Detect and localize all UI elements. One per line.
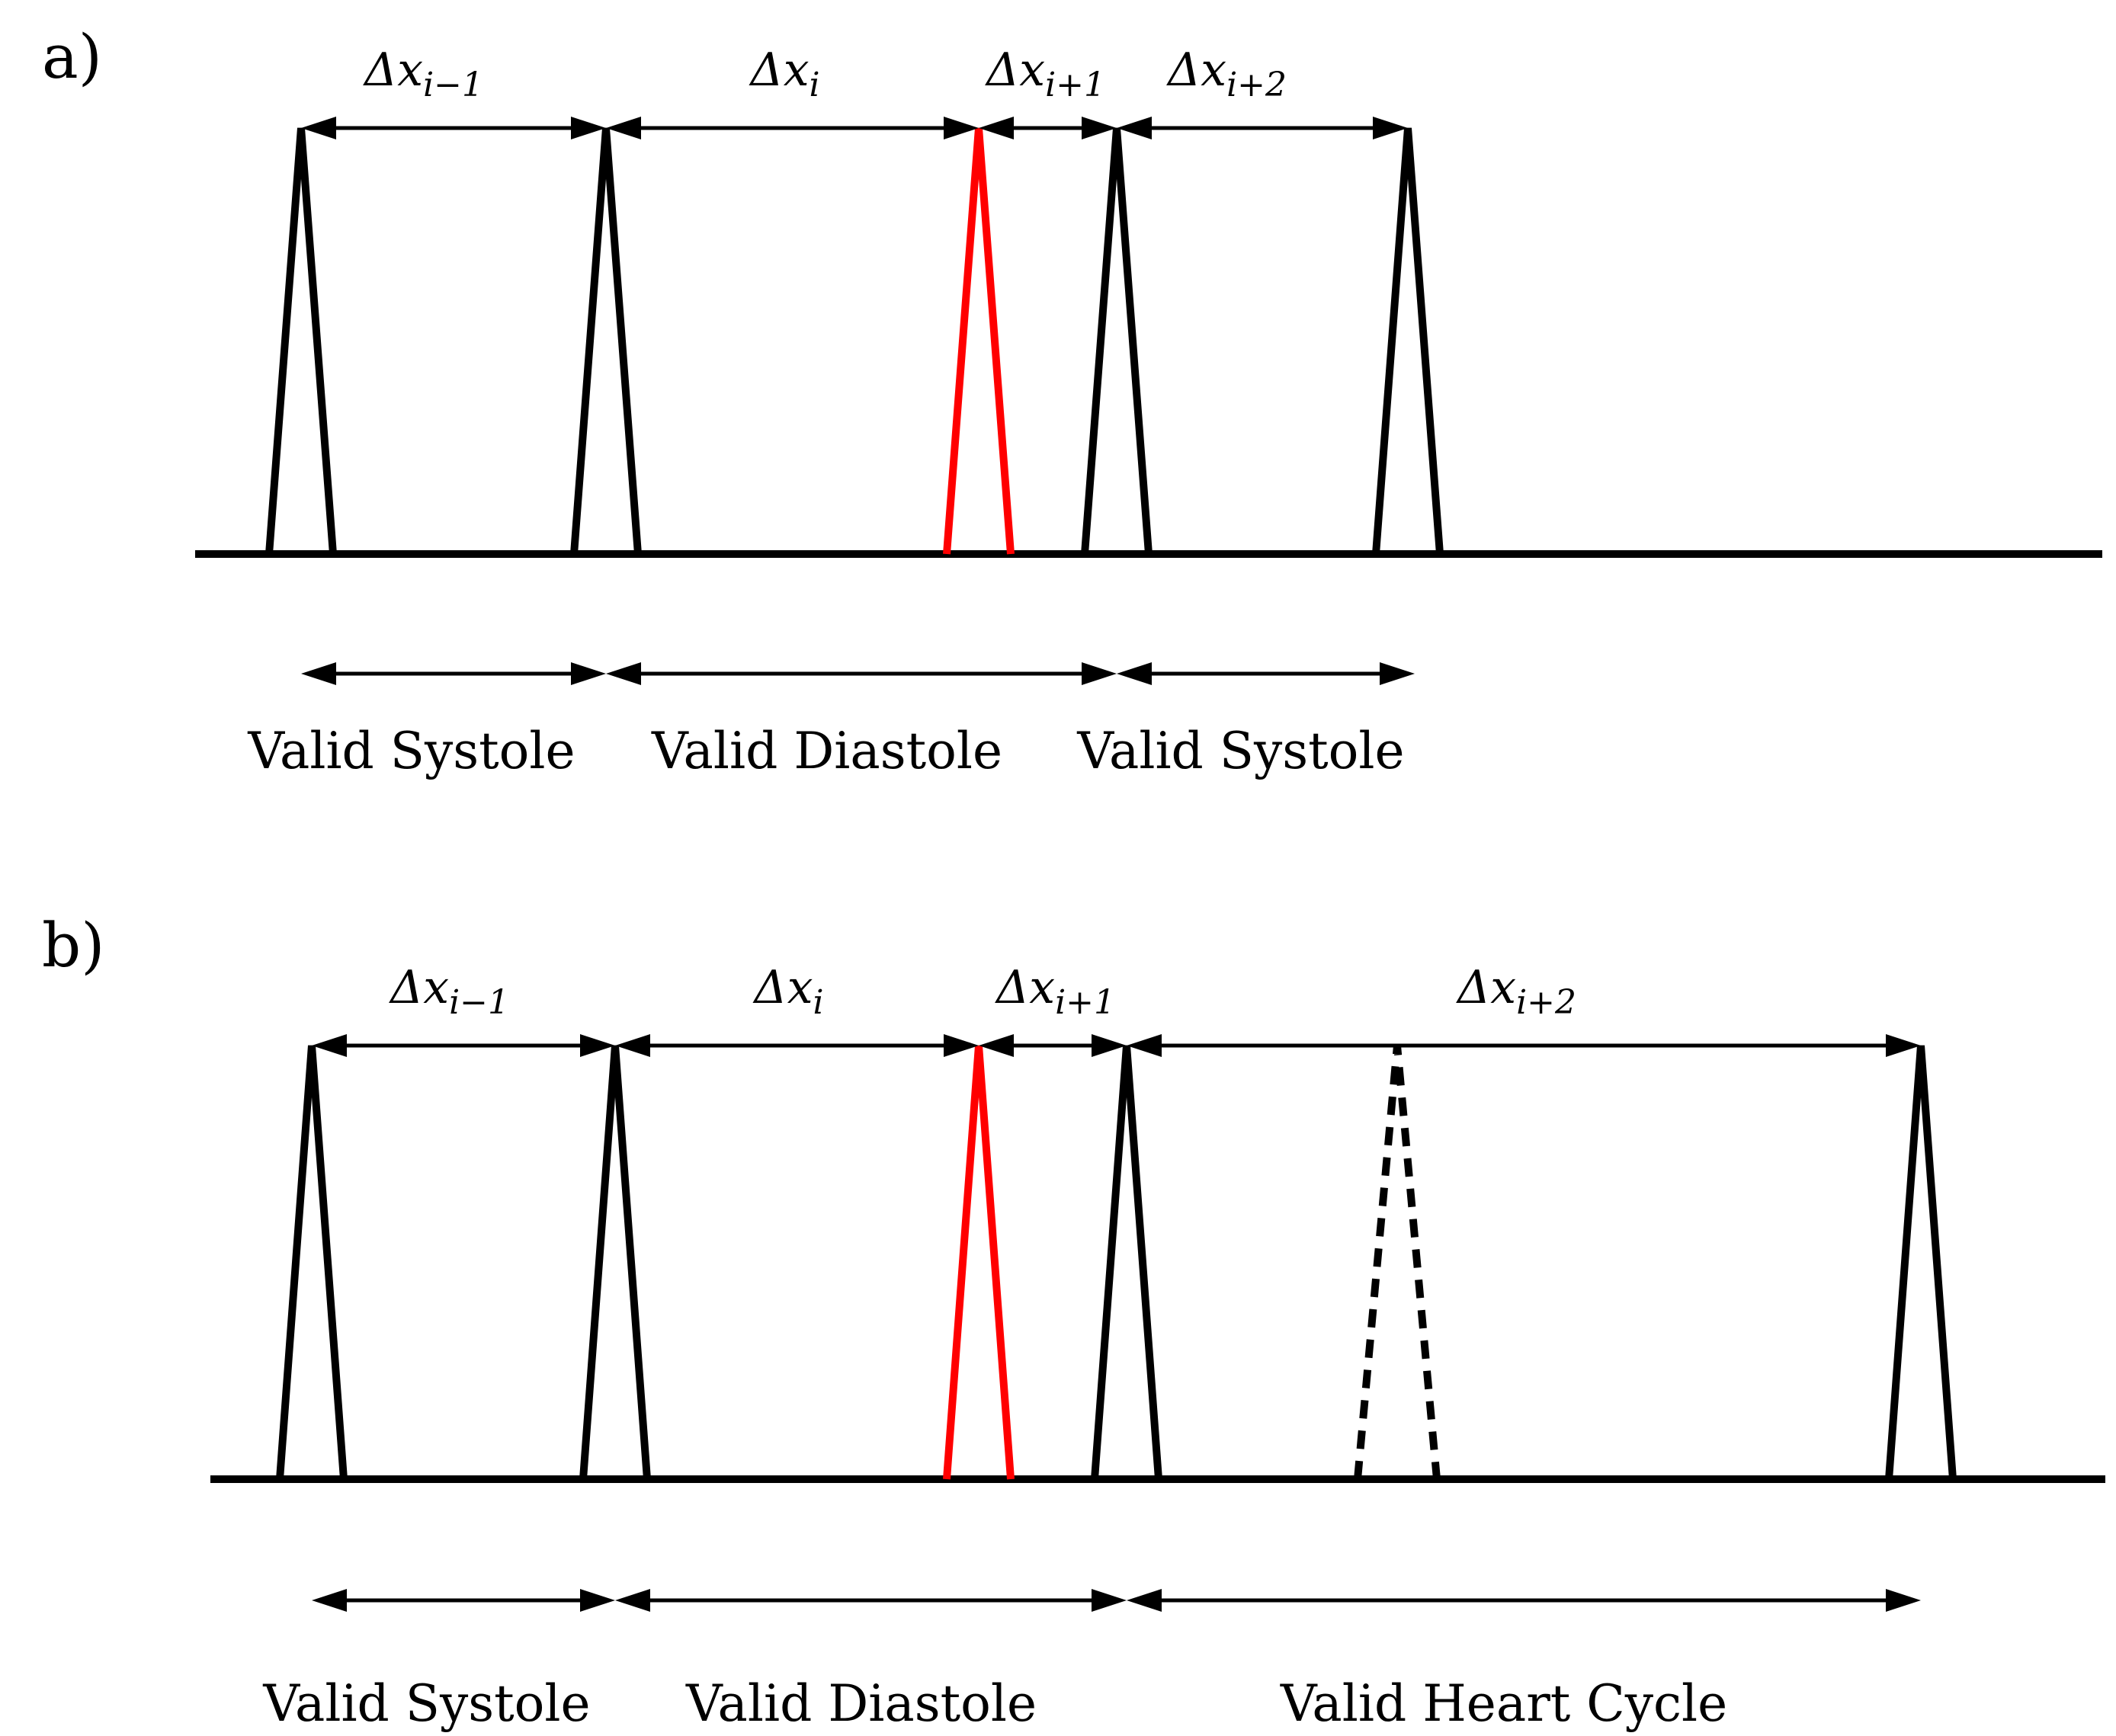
region-label: Valid Systole: [262, 1674, 590, 1733]
interval-label: Δxi: [749, 43, 819, 104]
peak-a2: [570, 127, 642, 555]
peak-b3-highlighted: [943, 1045, 1015, 1480]
peak-a5: [1372, 127, 1444, 555]
panel-a: a) Δxi−1 Δxi Δxi+1 Δxi+2 Valid Systole Valid D…: [42, 21, 2102, 780]
peak-a4: [1081, 127, 1153, 555]
panel-b: b) Δxi−1 Δxi Δxi+1 Δxi+2 Valid Systole Valid D…: [42, 910, 2105, 1733]
region-label: Valid Diastole: [651, 722, 1002, 780]
interval-arrow: [312, 1034, 615, 1057]
peak-b2: [579, 1045, 651, 1480]
region-arrow: [1117, 662, 1415, 685]
region-arrow: [615, 1589, 1127, 1612]
region-arrow: [312, 1589, 615, 1612]
peak-b5-missing-dashed: [1354, 1045, 1441, 1480]
interval-label: Δxi−1: [389, 961, 509, 1022]
interval-label: Δxi+2: [1456, 961, 1576, 1022]
region-label: Valid Diastole: [685, 1674, 1037, 1733]
peak-b1: [276, 1045, 348, 1480]
region-label: Valid Heart Cycle: [1280, 1674, 1727, 1733]
panel-label: a): [42, 21, 102, 92]
region-arrow: [301, 662, 606, 685]
peak-a1: [265, 127, 337, 555]
peak-b4: [1091, 1045, 1162, 1480]
interval-arrow: [301, 117, 606, 139]
region-arrow: [1127, 1589, 1921, 1612]
interval-arrow: [615, 1034, 979, 1057]
region-label: Valid Systole: [1076, 722, 1404, 780]
peak-a3-highlighted: [943, 127, 1015, 555]
interval-arrow: [606, 117, 979, 139]
interval-arrow: [1127, 1034, 1921, 1057]
interval-arrow: [979, 1034, 1127, 1057]
region-label: Valid Systole: [247, 722, 575, 780]
interval-label: Δxi+2: [1166, 43, 1287, 104]
peak-b6: [1885, 1045, 1957, 1480]
interval-arrow: [1117, 117, 1408, 139]
interval-label: Δxi+1: [995, 961, 1115, 1022]
interval-label: Δxi+1: [985, 43, 1105, 104]
region-arrow: [606, 662, 1117, 685]
interval-label: Δxi: [752, 961, 823, 1022]
interval-arrow: [979, 117, 1117, 139]
interval-label: Δxi−1: [363, 43, 483, 104]
panel-label: b): [42, 910, 104, 981]
